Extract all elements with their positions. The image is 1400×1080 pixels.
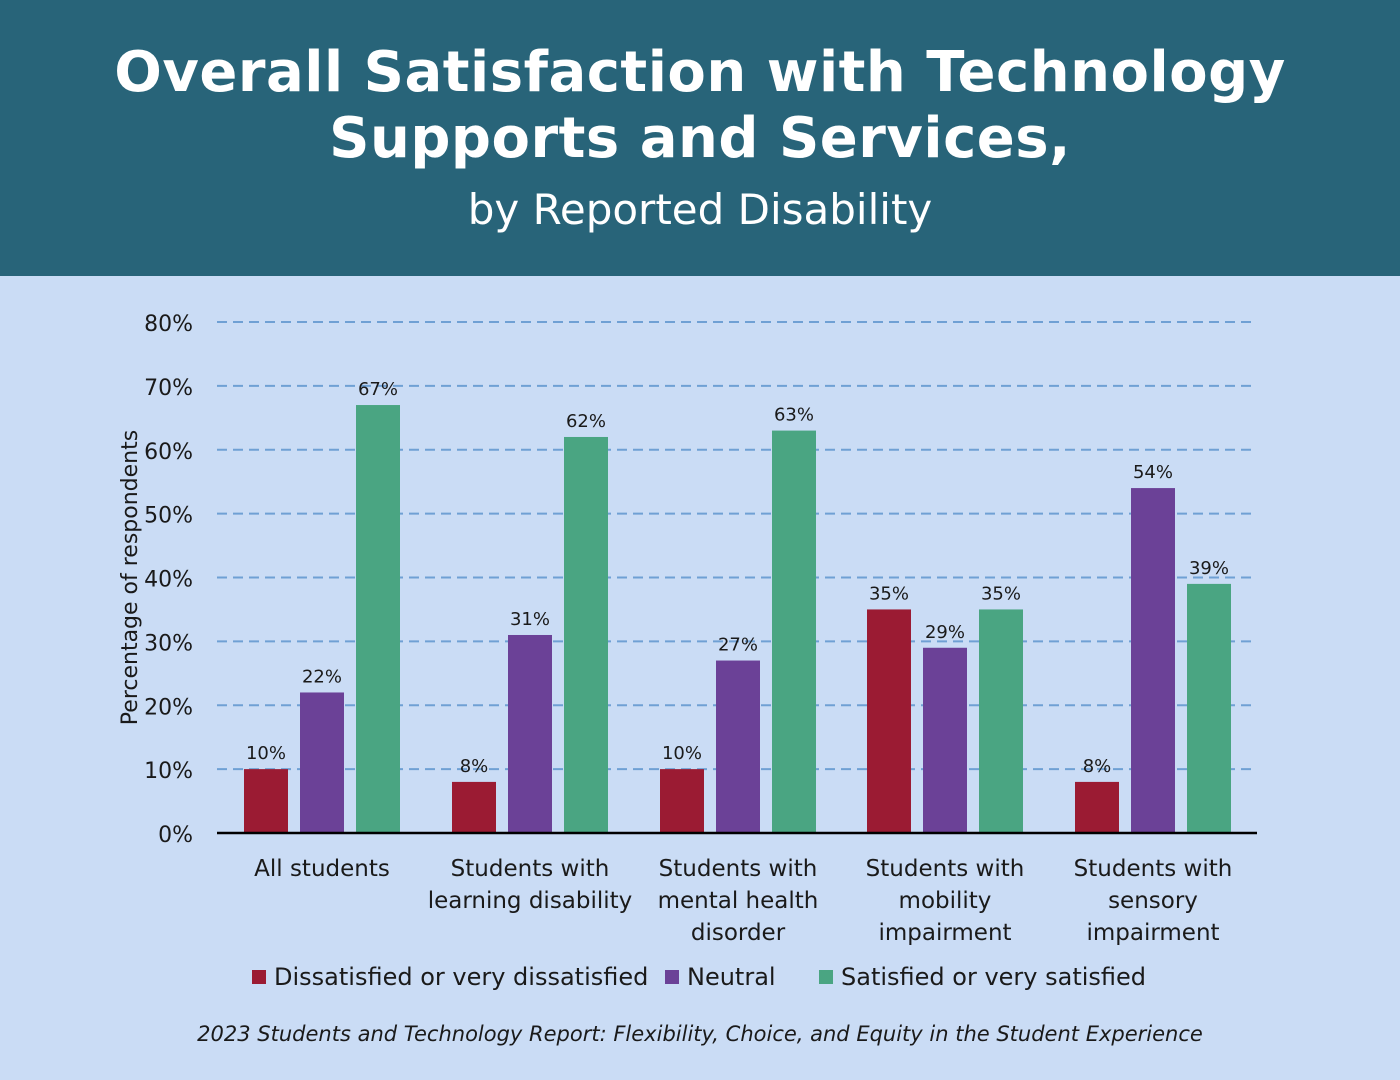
x-tick-label: mental health xyxy=(658,888,819,914)
x-tick-label: learning disability xyxy=(428,888,633,914)
legend-swatch xyxy=(252,970,266,984)
y-tick-label: 60% xyxy=(144,440,193,465)
chart-title: Overall Satisfaction with Technology Sup… xyxy=(0,40,1400,172)
bar xyxy=(867,609,911,833)
x-tick-label: Students with xyxy=(451,856,610,882)
data-label: 35% xyxy=(869,583,909,604)
y-tick-label: 50% xyxy=(144,504,193,529)
bar xyxy=(979,609,1023,833)
data-label: 35% xyxy=(981,583,1021,604)
data-label: 27% xyxy=(718,635,758,656)
bar xyxy=(452,781,496,833)
data-label: 67% xyxy=(358,379,398,400)
y-tick-label: 10% xyxy=(144,759,193,784)
bar xyxy=(1075,781,1119,833)
legend-label: Satisfied or very satisfied xyxy=(841,963,1147,991)
y-tick-label: 30% xyxy=(144,631,193,656)
chart-subtitle: by Reported Disability xyxy=(467,185,933,234)
y-tick-label: 40% xyxy=(144,568,193,593)
data-label: 62% xyxy=(566,411,606,432)
y-tick-label: 80% xyxy=(144,312,193,337)
y-tick-label: 0% xyxy=(158,823,193,848)
title-line-2: Supports and Services, xyxy=(329,106,1071,171)
bar xyxy=(1187,583,1231,833)
data-label: 31% xyxy=(510,609,550,630)
legend-swatch xyxy=(665,970,679,984)
data-label: 8% xyxy=(460,756,489,777)
bar xyxy=(923,647,967,833)
bar xyxy=(1131,488,1175,833)
x-tick-label: sensory xyxy=(1108,888,1198,914)
source-note: 2023 Students and Technology Report: Fle… xyxy=(197,1022,1203,1046)
bar xyxy=(244,769,288,833)
data-label: 39% xyxy=(1189,558,1229,579)
data-label: 54% xyxy=(1133,462,1173,483)
bar xyxy=(564,436,608,833)
legend-swatch xyxy=(819,970,833,984)
data-label: 10% xyxy=(246,743,286,764)
header-banner: Overall Satisfaction with Technology Sup… xyxy=(0,0,1400,276)
data-label: 8% xyxy=(1083,756,1112,777)
data-label: 63% xyxy=(774,405,814,426)
y-tick-label: 70% xyxy=(144,376,193,401)
x-tick-label: All students xyxy=(254,856,390,882)
y-tick-label: 20% xyxy=(144,695,193,720)
bar-chart: 0% 10% 20% 30% 40% 50% 60% 70% 80% Percentage of … xyxy=(118,312,1257,946)
legend-item: Dissatisfied or very dissatisfied xyxy=(252,960,648,994)
title-line-1: Overall Satisfaction with Technology xyxy=(114,40,1286,105)
x-tick-label: impairment xyxy=(1086,920,1219,946)
bar xyxy=(660,769,704,833)
x-tick-label: mobility xyxy=(899,888,992,914)
data-label: 22% xyxy=(302,666,342,687)
data-label: 10% xyxy=(662,743,702,764)
x-tick-label: Students with xyxy=(1074,856,1233,882)
x-tick-label: disorder xyxy=(691,920,786,946)
legend-item: Neutral xyxy=(665,960,776,994)
bar xyxy=(356,405,400,833)
bar xyxy=(508,634,552,833)
data-label: 29% xyxy=(925,622,965,643)
legend-label: Neutral xyxy=(687,963,776,991)
bar xyxy=(772,430,816,833)
legend-item: Satisfied or very satisfied xyxy=(819,960,1146,994)
x-tick-label: impairment xyxy=(878,920,1011,946)
y-axis-label: Percentage of respondents xyxy=(118,430,143,725)
x-tick-label: Students with xyxy=(866,856,1025,882)
bar xyxy=(716,660,760,833)
bar xyxy=(300,692,344,833)
legend-label: Dissatisfied or very dissatisfied xyxy=(274,963,649,991)
x-tick-label: Students with xyxy=(659,856,818,882)
